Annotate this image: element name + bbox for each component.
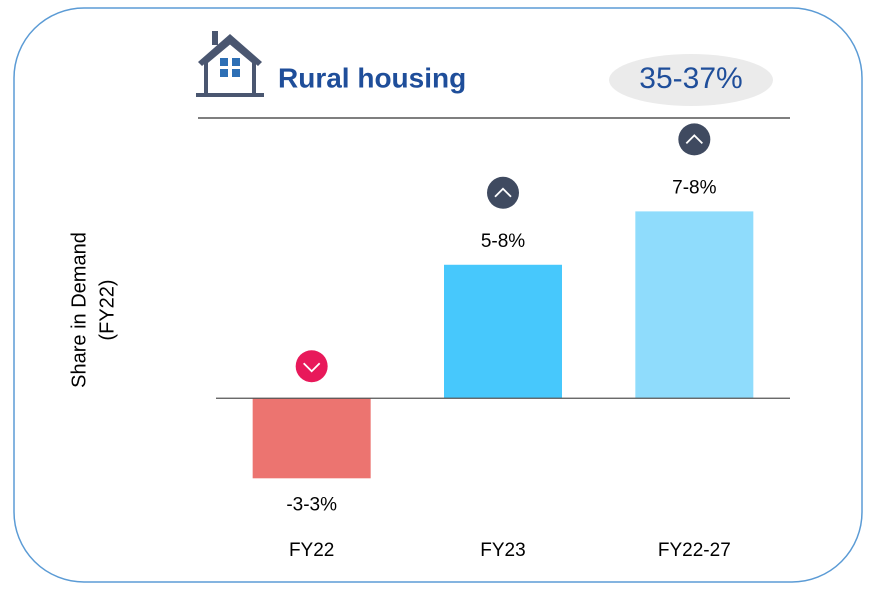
y-axis-label-line: Share in Demand (68, 232, 90, 388)
badge: 35-37% (639, 62, 742, 95)
bar (444, 264, 562, 399)
frame (13, 7, 863, 583)
bar (252, 398, 371, 479)
trend-icon (487, 176, 519, 209)
value-label: 5-8% (481, 231, 525, 252)
trend-chevron (494, 187, 512, 198)
y-axis-label: Share in Demand (FY22) (68, 232, 118, 388)
badge-bg (609, 54, 773, 106)
trend-icon (678, 123, 711, 156)
chart-title: Rural housing (278, 62, 466, 93)
house-icon (196, 31, 264, 97)
trend-chevron (303, 362, 321, 373)
value-label: 7-8% (672, 177, 716, 198)
x-tick-label: FY22-27 (658, 540, 731, 561)
x-tick-label: FY23 (480, 540, 525, 561)
value-label: -3-3% (286, 494, 337, 515)
trend-chevron (685, 134, 703, 145)
y-axis-label-line: (FY22) (96, 279, 118, 340)
trend-icon (295, 350, 328, 383)
x-tick-label: FY22 (289, 540, 334, 561)
bar (635, 211, 754, 399)
